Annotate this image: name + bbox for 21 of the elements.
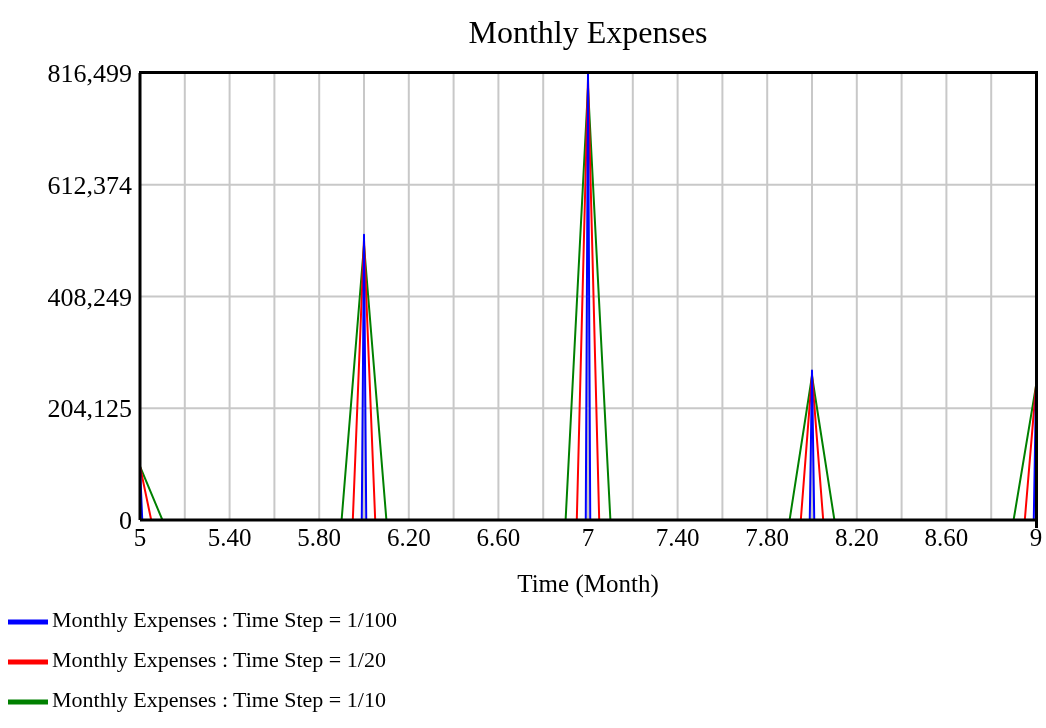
legend-label: Monthly Expenses : Time Step = 1/10: [52, 687, 386, 713]
x-tick-label: 7: [581, 523, 595, 551]
y-tick-label: 0: [119, 506, 132, 536]
x-tick-label: 5.80: [297, 523, 342, 551]
x-tick-label: 5: [133, 523, 147, 551]
x-tick-label: 9: [1029, 523, 1043, 551]
x-tick-label: 7.40: [655, 523, 700, 551]
x-tick-label: 8.60: [924, 523, 969, 551]
x-axis-title: Time (Month): [517, 570, 659, 598]
legend-label: Monthly Expenses : Time Step = 1/100: [52, 607, 397, 633]
x-tick-label: 5.40: [207, 523, 252, 551]
x-tick-label: 6.60: [476, 523, 521, 551]
x-tick-label: 8.20: [834, 523, 879, 551]
chart-title: Monthly Expenses: [467, 14, 709, 51]
legend-label: Monthly Expenses : Time Step = 1/20: [52, 647, 386, 673]
y-tick-label: 204,125: [47, 394, 132, 424]
x-tick-label: 7.80: [745, 523, 790, 551]
y-tick-label: 612,374: [47, 170, 132, 200]
y-tick-label: 816,499: [47, 59, 132, 89]
y-tick-label: 408,249: [47, 282, 132, 312]
x-tick-label: 6.20: [386, 523, 431, 551]
